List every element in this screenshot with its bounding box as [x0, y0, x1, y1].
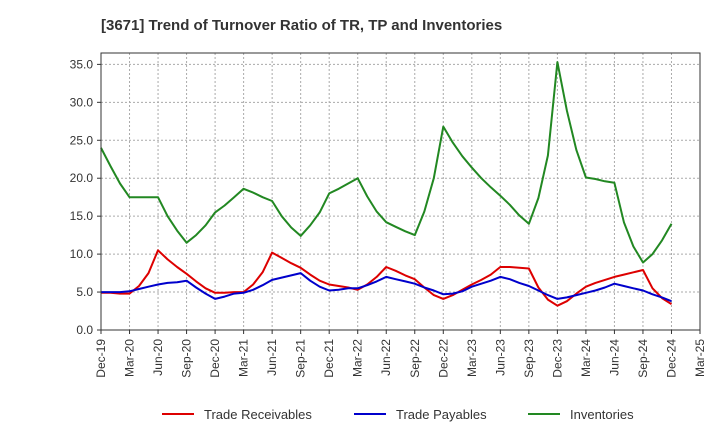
x-tick-label: Sep-24 [636, 339, 650, 378]
x-tick-label: Sep-22 [408, 339, 422, 378]
x-tick-label: Dec-19 [94, 339, 108, 378]
legend: Trade Receivables Trade Payables Inventori… [162, 407, 634, 422]
series-layer [100, 61, 673, 307]
y-tick-label: 35.0 [70, 57, 94, 71]
y-tick-label: 20.0 [70, 171, 94, 185]
y-tick-label: 0.0 [76, 323, 93, 337]
x-axis-ticks: Dec-19 Mar-20 Jun-20 Sep-20 Dec-20 Mar-21 Jun-… [94, 330, 707, 378]
y-tick-label: 25.0 [70, 133, 94, 147]
x-tick-label: Jun-24 [607, 339, 621, 376]
x-tick-label: Dec-23 [550, 339, 564, 378]
x-tick-label: Sep-21 [294, 339, 308, 378]
x-tick-label: Jun-20 [151, 339, 165, 376]
x-tick-label: Dec-24 [664, 339, 678, 378]
chart-title: [3671] Trend of Turnover Ratio of TR, TP… [101, 17, 502, 34]
y-tick-label: 5.0 [76, 285, 93, 299]
y-axis-ticks: 0.0 5.0 10.0 15.0 20.0 25.0 30.0 35.0 [70, 57, 101, 337]
plot-frame [100, 52, 701, 331]
x-tick-label: Dec-21 [322, 339, 336, 378]
legend-label: Trade Payables [396, 407, 487, 422]
x-tick-label: Mar-21 [237, 339, 251, 377]
x-tick-label: Mar-23 [465, 339, 479, 377]
x-tick-label: Jun-22 [379, 339, 393, 376]
x-tick-label: Jun-23 [493, 339, 507, 376]
series-line-trade-payables [101, 272, 672, 303]
y-tick-label: 30.0 [70, 95, 94, 109]
y-tick-label: 10.0 [70, 247, 94, 261]
x-tick-label: Dec-20 [208, 339, 222, 378]
y-tick-label: 15.0 [70, 209, 94, 223]
legend-label: Inventories [570, 407, 634, 422]
axes [100, 52, 701, 331]
x-tick-label: Mar-24 [579, 339, 593, 377]
x-tick-label: Mar-20 [123, 339, 137, 377]
x-tick-label: Sep-23 [522, 339, 536, 378]
grid-lines [101, 53, 700, 330]
series-line-inventories [100, 61, 673, 264]
legend-label: Trade Receivables [204, 407, 312, 422]
x-tick-label: Sep-20 [180, 339, 194, 378]
x-tick-label: Mar-22 [351, 339, 365, 377]
x-tick-label: Dec-22 [436, 339, 450, 378]
x-tick-label: Mar-25 [693, 339, 707, 377]
x-tick-label: Jun-21 [265, 339, 279, 376]
series-line-trade-receivables [101, 249, 673, 307]
